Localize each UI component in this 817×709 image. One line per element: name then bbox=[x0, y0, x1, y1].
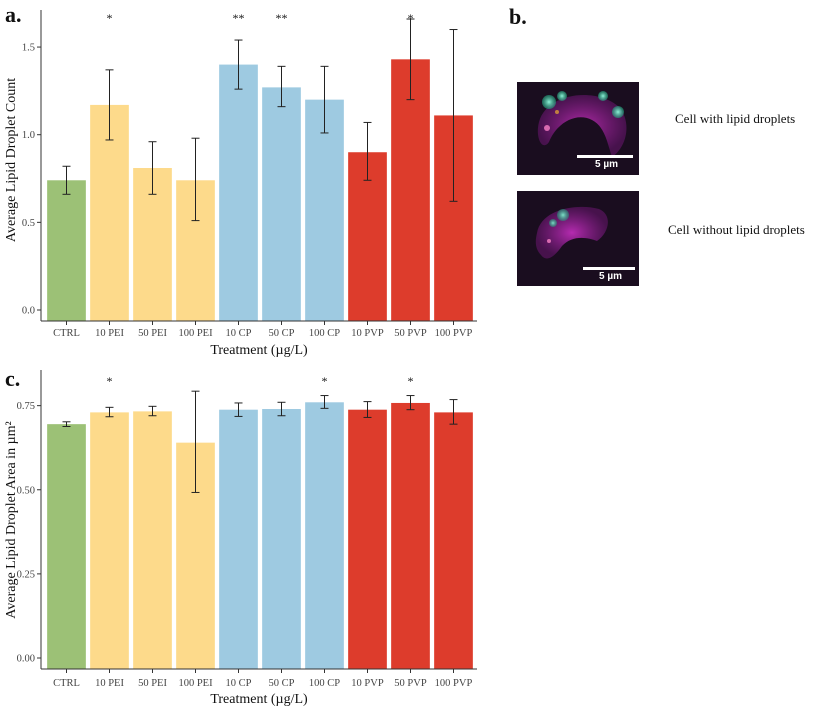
panel-label-b: b. bbox=[509, 4, 527, 29]
x-tick-label: CTRL bbox=[53, 678, 80, 689]
x-tick-label: 50 PVP bbox=[394, 328, 427, 339]
x-tick-label: 50 PEI bbox=[138, 328, 167, 339]
bar-50-cp bbox=[262, 409, 301, 669]
bar-ctrl bbox=[47, 180, 86, 321]
panel-label-a: a. bbox=[5, 2, 22, 27]
caption-cell-with-droplets: Cell with lipid droplets bbox=[675, 111, 796, 126]
chart-a-ylabel: Average Lipid Droplet Count bbox=[4, 78, 19, 242]
chart-a-xlabel: Treatment (µg/L) bbox=[210, 343, 308, 358]
bar-10-pei bbox=[90, 104, 129, 321]
bar-100-cp bbox=[305, 99, 344, 321]
x-tick-label: 10 CP bbox=[226, 328, 252, 339]
cell-image-without-droplets: 5 µm bbox=[517, 191, 639, 286]
y-tick-label: 0.00 bbox=[17, 654, 35, 665]
bar-50-pei bbox=[133, 411, 172, 669]
x-tick-label: 50 PVP bbox=[394, 678, 427, 689]
bar-10-pvp bbox=[348, 409, 387, 669]
bar-100-cp bbox=[305, 402, 344, 669]
x-tick-label: 10 CP bbox=[226, 678, 252, 689]
bar-50-pvp bbox=[391, 59, 430, 322]
bar-10-cp bbox=[219, 64, 258, 322]
x-tick-label: 100 PVP bbox=[435, 328, 473, 339]
chart-c-xlabel: Treatment (µg/L) bbox=[210, 692, 308, 707]
bar-10-cp bbox=[219, 409, 258, 669]
panel-label-c: c. bbox=[5, 366, 21, 391]
y-tick-label: 0.50 bbox=[17, 485, 35, 496]
x-tick-label: 50 PEI bbox=[138, 678, 167, 689]
bar-100-pvp bbox=[434, 412, 473, 669]
y-tick-label: 1.0 bbox=[22, 130, 35, 141]
y-tick-label: 0.75 bbox=[17, 401, 35, 412]
significance-marker: ** bbox=[233, 11, 245, 25]
significance-marker: * bbox=[408, 11, 414, 25]
significance-marker: * bbox=[322, 374, 328, 388]
x-tick-label: CTRL bbox=[53, 328, 80, 339]
chart-c-lipid-droplet-area: * * * 0.00 0.25 0.50 0.75 CTRL 10 PEI 50 PEI 100 … bbox=[4, 370, 477, 707]
x-tick-label: 100 PVP bbox=[435, 678, 473, 689]
significance-marker: ** bbox=[276, 11, 288, 25]
x-tick-label: 10 PVP bbox=[351, 328, 384, 339]
x-tick-label: 50 CP bbox=[269, 328, 295, 339]
x-tick-label: 10 PEI bbox=[95, 328, 124, 339]
significance-marker: * bbox=[408, 374, 414, 388]
x-tick-label: 100 PEI bbox=[178, 328, 213, 339]
cell-image-with-droplets: 5 µm bbox=[517, 82, 639, 175]
bar-ctrl bbox=[47, 424, 86, 669]
scale-bar-label: 5 µm bbox=[595, 159, 618, 170]
significance-marker: * bbox=[107, 374, 113, 388]
x-tick-label: 50 CP bbox=[269, 678, 295, 689]
x-tick-label: 100 CP bbox=[309, 328, 340, 339]
chart-c-ylabel: Average Lipid Droplet Area in µm² bbox=[4, 421, 19, 618]
bar-50-cp bbox=[262, 87, 301, 322]
caption-cell-without-droplets: Cell without lipid droplets bbox=[668, 222, 805, 237]
bar-10-pei bbox=[90, 412, 129, 669]
y-tick-label: 0.5 bbox=[22, 218, 35, 229]
x-tick-label: 100 CP bbox=[309, 678, 340, 689]
significance-marker: * bbox=[107, 11, 113, 25]
bar-50-pvp bbox=[391, 402, 430, 669]
scale-bar-label: 5 µm bbox=[599, 271, 622, 282]
scale-bar bbox=[583, 267, 635, 270]
x-tick-label: 10 PVP bbox=[351, 678, 384, 689]
x-tick-label: 10 PEI bbox=[95, 678, 124, 689]
y-tick-label: 0.0 bbox=[22, 306, 35, 317]
x-tick-label: 100 PEI bbox=[178, 678, 213, 689]
y-tick-label: 0.25 bbox=[17, 569, 35, 580]
y-tick-label: 1.5 bbox=[22, 43, 35, 54]
scale-bar bbox=[577, 155, 633, 158]
